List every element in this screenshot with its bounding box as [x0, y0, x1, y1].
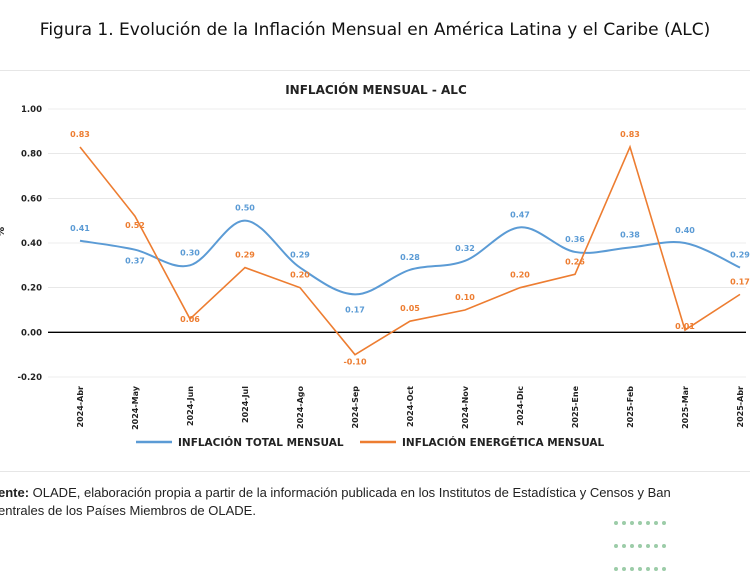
data-label-total: 0.29: [290, 251, 310, 260]
x-tick-label: 2024-Sep: [351, 386, 360, 429]
data-label-total: 0.30: [180, 248, 200, 257]
data-label-energy: 0.01: [675, 322, 695, 331]
series-line-total: [79, 219, 741, 296]
data-label-total: 0.29: [730, 251, 750, 260]
series-line-energy: [79, 144, 741, 356]
data-label-energy: 0.52: [125, 221, 145, 230]
data-label-total: 0.41: [70, 224, 90, 233]
x-tick-label: 2025-Mar: [681, 386, 690, 429]
y-tick-label: 1.00: [21, 105, 42, 115]
legend-label-energy: INFLACIÓN ENERGÉTICA MENSUAL: [402, 436, 605, 449]
x-tick-label: 2024-Nov: [461, 385, 470, 429]
data-label-energy: 0.05: [400, 304, 420, 313]
y-tick-label: 0.40: [21, 239, 42, 249]
data-label-energy: 0.20: [510, 271, 530, 280]
chart-title: INFLACIÓN MENSUAL - ALC: [285, 82, 467, 97]
x-tick-label: 2024-Ago: [296, 385, 305, 429]
data-label-energy: 0.06: [180, 315, 200, 324]
data-label-total: 0.38: [620, 230, 640, 239]
figure-title: Figura 1. Evolución de la Inflación Mens…: [39, 20, 711, 40]
data-label-energy: 0.83: [620, 130, 640, 139]
data-label-total: 0.37: [125, 257, 145, 266]
y-tick-label: 0.00: [21, 328, 42, 338]
data-label-energy: 0.20: [290, 271, 310, 280]
data-label-energy: 0.83: [70, 130, 90, 139]
data-label-energy: 0.17: [730, 277, 750, 286]
data-label-total: 0.32: [455, 244, 475, 253]
y-tick-label: 0.80: [21, 150, 42, 160]
source-text-line1: OLADE, elaboración propia a partir de la…: [29, 485, 671, 500]
x-tick-label: 2024-Jul: [241, 386, 250, 423]
x-tick-label: 2024-Abr: [76, 386, 85, 428]
x-tick-label: 2024-Dic: [516, 386, 525, 426]
x-tick-label: 2025-Abr: [736, 386, 745, 428]
decorative-dots: [614, 510, 670, 575]
source-text-line2: entrales de los Países Miembros de OLADE…: [0, 503, 256, 518]
data-label-total: 0.28: [400, 253, 420, 262]
x-tick-label: 2025-Feb: [626, 386, 635, 428]
y-tick-label: -0.20: [18, 373, 43, 383]
source-label: ente:: [0, 485, 30, 500]
data-label-total: 0.40: [675, 226, 695, 235]
y-tick-label: 0.20: [21, 284, 42, 294]
x-tick-label: 2024-Jun: [186, 386, 195, 426]
data-label-total: 0.50: [235, 204, 255, 213]
data-label-total: 0.36: [565, 235, 585, 244]
y-axis-label: %: [0, 227, 7, 237]
y-tick-label: 0.60: [21, 194, 42, 204]
legend-label-total: INFLACIÓN TOTAL MENSUAL: [178, 436, 344, 449]
data-label-energy: 0.26: [565, 257, 585, 266]
source-note: ente: OLADE, elaboración propia a partir…: [0, 484, 750, 520]
data-label-energy: 0.29: [235, 251, 255, 260]
data-label-energy: -0.10: [343, 358, 366, 367]
line-chart: INFLACIÓN MENSUAL - ALC -0.20 0.00 0.20 0.40…: [0, 82, 750, 449]
data-label-total: 0.47: [510, 210, 530, 219]
x-tick-label: 2024-Oct: [406, 386, 415, 427]
x-tick-label: 2025-Ene: [571, 385, 580, 428]
data-label-energy: 0.10: [455, 293, 475, 302]
x-tick-label: 2024-May: [131, 385, 140, 430]
data-label-total: 0.17: [345, 305, 365, 314]
chart-container: INFLACIÓN MENSUAL - ALC -0.20 0.00 0.20 0.40…: [0, 70, 750, 472]
